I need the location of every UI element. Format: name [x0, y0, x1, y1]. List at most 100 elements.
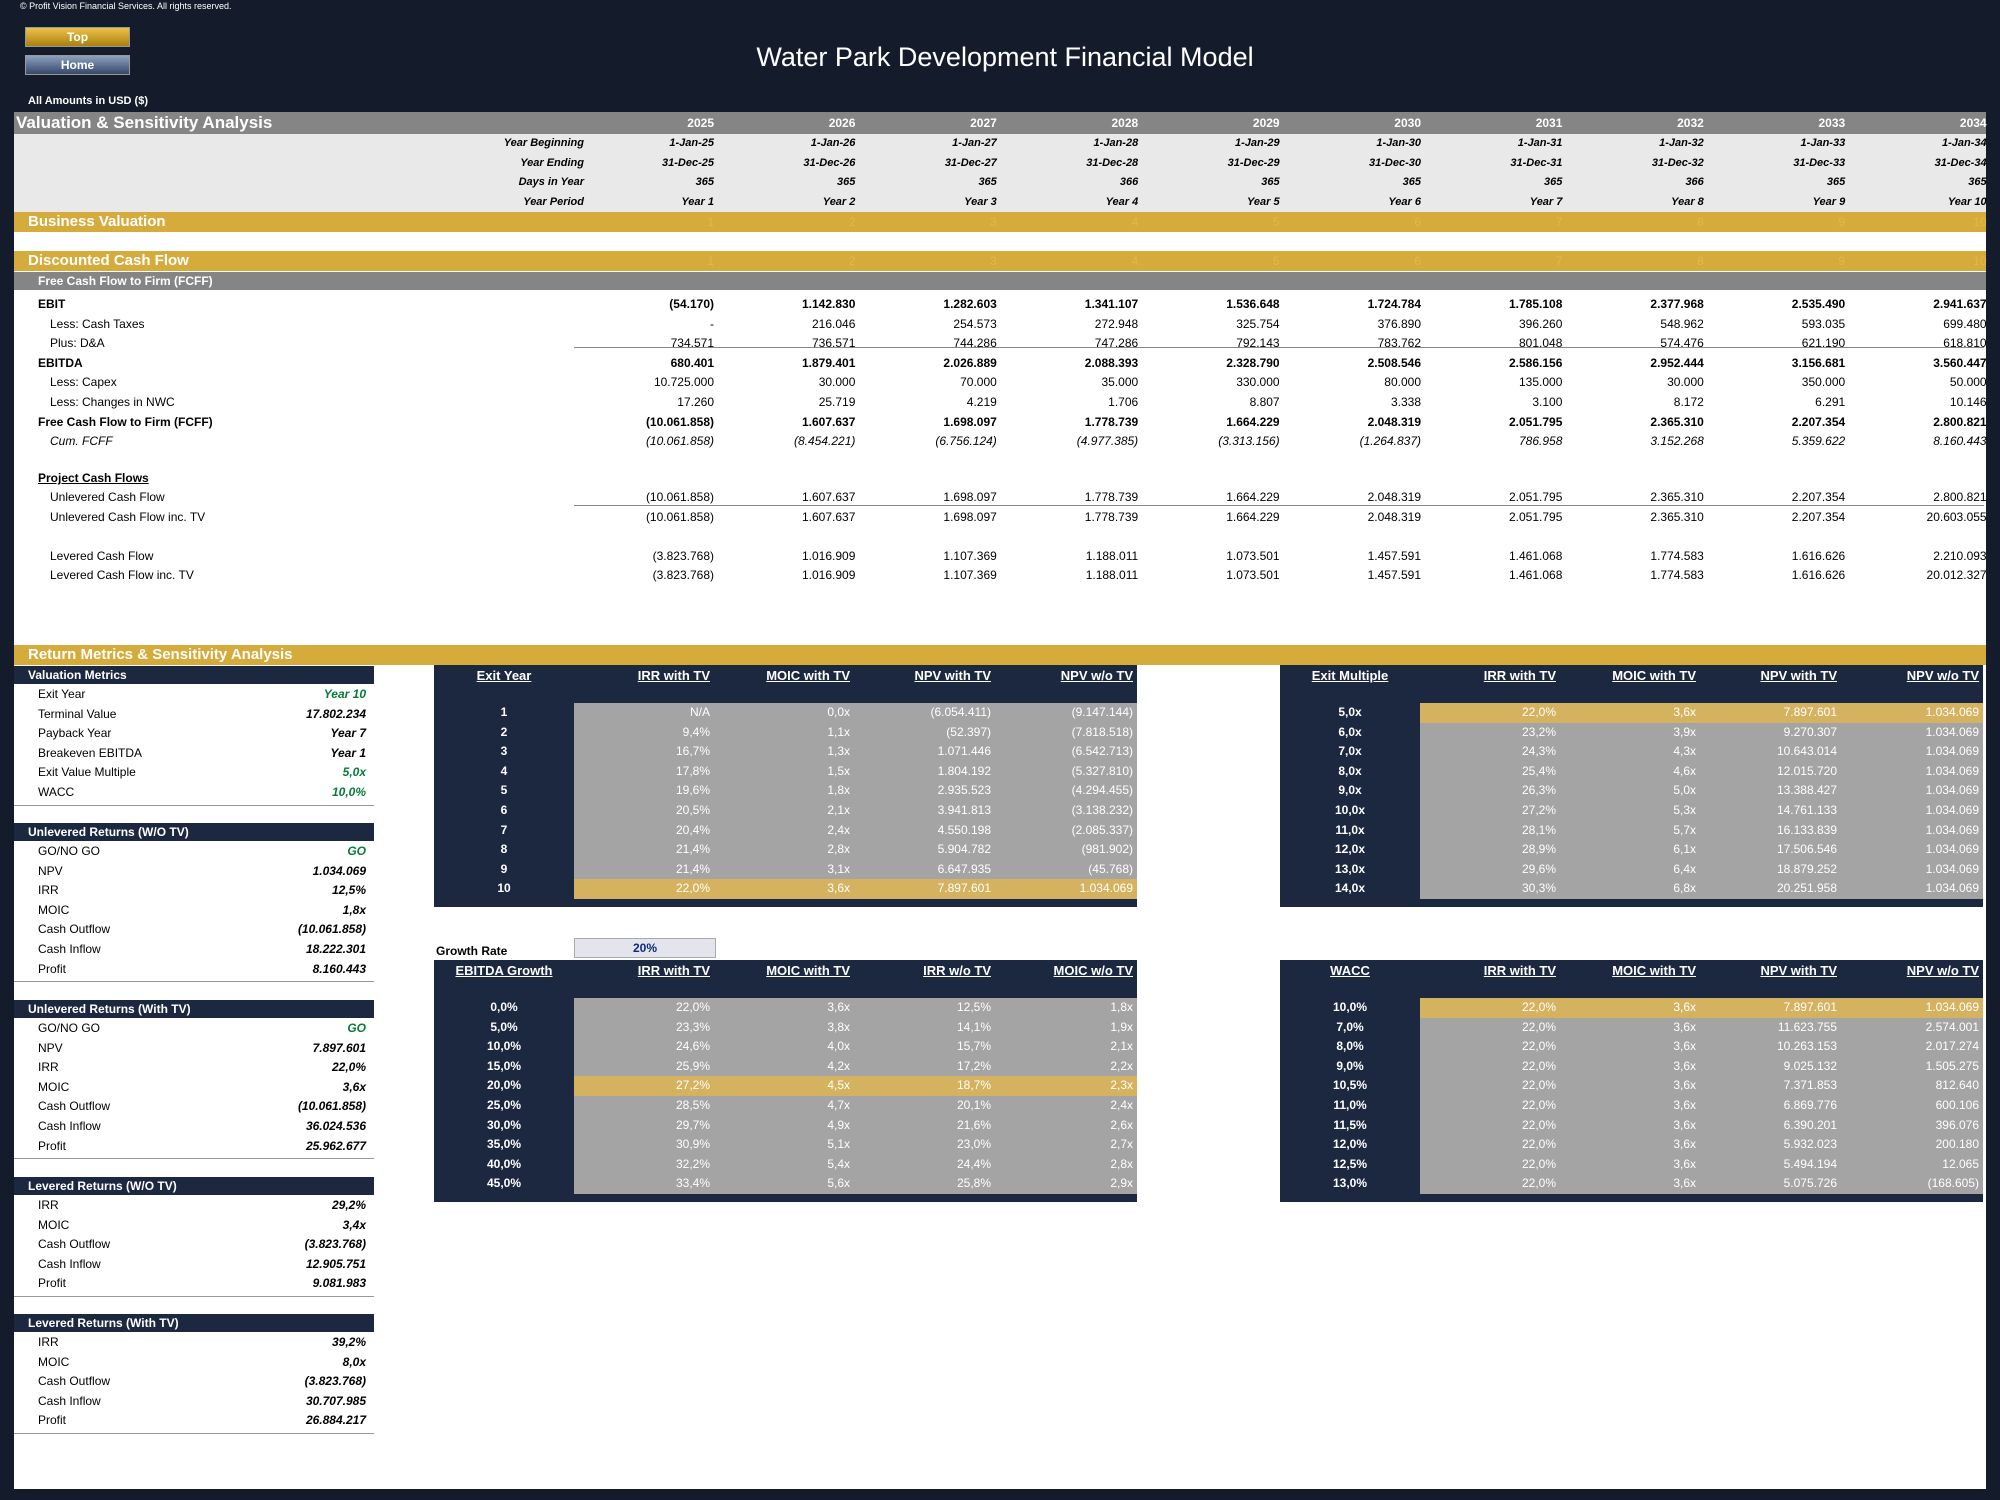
metrics-block-header — [14, 1177, 374, 1195]
exit-year-sensitivity-header: NPV w/o TV — [1060, 668, 1133, 683]
exit-year-sensitivity-cell: (2.085.337) — [1071, 822, 1133, 837]
metric-value: (10.061.858) — [297, 1099, 366, 1114]
ebitda-growth-sensitivity-cell: 4,2x — [827, 1058, 850, 1073]
timeline-value: 365 — [1261, 176, 1280, 188]
wacc-sensitivity-cell: 22,0% — [1521, 1000, 1556, 1014]
ebitda-growth-sensitivity-cell: 4,5x — [827, 1078, 850, 1093]
year-header-2029: 2029 — [1252, 116, 1280, 130]
fcff-cell: 396.260 — [1519, 316, 1563, 331]
exit-multiple-sensitivity-cell: 1.034.069 — [1925, 842, 1979, 857]
exit-multiple-sensitivity-cell: 12,0x — [1334, 842, 1366, 857]
fcff-cell: 1.698.097 — [943, 414, 997, 429]
exit-multiple-sensitivity-cell: 1.034.069 — [1925, 881, 1979, 896]
ebitda-growth-sensitivity-header: MOIC with TV — [766, 963, 850, 978]
wacc-sensitivity-cell: 3,6x — [1673, 1058, 1696, 1073]
ebitda-growth-sensitivity-cell: 45,0% — [486, 1176, 522, 1191]
wacc-sensitivity-cell: 13,0% — [1332, 1176, 1368, 1191]
metric-label: NPV — [38, 863, 63, 878]
exit-year-sensitivity-cell: (4.294.455) — [1071, 783, 1133, 798]
timeline-value: 1-Jan-28 — [1093, 137, 1139, 149]
wacc-sensitivity-cell: 10,0% — [1332, 1000, 1368, 1014]
wacc-sensitivity-cell: 7.897.601 — [1783, 1000, 1837, 1014]
exit-multiple-sensitivity-cell: 7,0x — [1338, 744, 1362, 759]
metric-label: IRR — [38, 883, 59, 898]
cashflow-cell: 1.188.011 — [1085, 549, 1139, 563]
fcff-cell: 2.328.790 — [1226, 355, 1280, 370]
metric-label: Cash Outflow — [38, 1099, 111, 1114]
timeline-value: 1-Jan-25 — [669, 137, 714, 149]
ebitda-growth-sensitivity-cell: 2,8x — [1110, 1156, 1133, 1171]
timeline-value: 1-Jan-33 — [1800, 137, 1846, 149]
exit-year-sensitivity-cell: 10 — [497, 881, 511, 896]
period-number: 8 — [1697, 254, 1704, 268]
timeline-value: Year 5 — [1246, 195, 1280, 208]
exit-year-sensitivity-cell: 17,8% — [675, 763, 710, 778]
ebitda-growth-sensitivity-cell: 5,0% — [490, 1019, 518, 1034]
exit-year-sensitivity-cell: 2,8x — [827, 842, 850, 857]
timeline-value: 365 — [1402, 176, 1421, 188]
fcff-cell: 216.046 — [812, 316, 856, 331]
wacc-sensitivity-cell: 6.390.201 — [1783, 1117, 1837, 1132]
exit-year-sensitivity-cell: 1.071.446 — [937, 744, 991, 759]
exit-year-sensitivity-cell: 8 — [500, 842, 508, 857]
wacc-sensitivity-header: NPV with TV — [1760, 963, 1837, 978]
exit-multiple-sensitivity-cell: 24,3% — [1521, 744, 1556, 759]
wacc-sensitivity-highlight-row — [1420, 998, 1983, 1018]
fcff-cell: 736.571 — [812, 336, 856, 351]
metric-value: 30.707.985 — [305, 1393, 366, 1408]
metric-label: MOIC — [38, 1354, 70, 1369]
exit-multiple-sensitivity-cell: 17.506.546 — [1776, 842, 1837, 857]
exit-multiple-sensitivity-cell: 3,9x — [1673, 724, 1696, 739]
cashflow-cell: 2.210.093 — [1933, 549, 1987, 563]
exit-multiple-sensitivity-cell: 28,9% — [1521, 842, 1556, 857]
exit-year-sensitivity-cell: 4 — [500, 763, 508, 778]
exit-year-sensitivity-cell: 1,1x — [827, 724, 850, 739]
wacc-sensitivity-cell: 3,6x — [1673, 1039, 1696, 1054]
ebitda-growth-sensitivity-cell: 2,3x — [1110, 1078, 1133, 1093]
fcff-header-bar: Free Cash Flow to Firm (FCFF) — [14, 272, 1986, 290]
cashflow-cell: 1.778.739 — [1084, 490, 1139, 504]
fcff-cell: 5.359.622 — [1791, 434, 1846, 449]
ebitda-growth-sensitivity-cell: 2,6x — [1110, 1117, 1133, 1132]
top-button[interactable]: Top — [25, 27, 130, 47]
year-header-2033: 2033 — [1818, 116, 1846, 130]
timeline-value: Year 7 — [1529, 195, 1563, 208]
fcff-cell: 801.048 — [1519, 336, 1563, 351]
wacc-sensitivity-cell: 3,6x — [1673, 1117, 1696, 1132]
section-title: Valuation & Sensitivity Analysis — [16, 113, 273, 132]
growth-rate-input[interactable]: 20% — [574, 938, 716, 958]
wacc-sensitivity-cell: 5.075.726 — [1783, 1176, 1837, 1191]
fcff-cell: 618.810 — [1943, 336, 1987, 351]
metric-value: 7.897.601 — [312, 1040, 366, 1055]
ebitda-growth-sensitivity-cell: 4,7x — [827, 1098, 850, 1112]
cashflow-cell: 1.778.739 — [1084, 510, 1139, 524]
business-valuation-bar: Business Valuation — [14, 212, 1986, 232]
exit-year-sensitivity-cell: (52.397) — [946, 724, 991, 739]
exit-year-sensitivity-cell: 9 — [500, 861, 508, 876]
wacc-sensitivity-cell: 22,0% — [1521, 1058, 1556, 1073]
wacc-sensitivity-cell: 22,0% — [1521, 1019, 1556, 1034]
ebitda-growth-sensitivity-cell: 27,2% — [675, 1078, 710, 1093]
metric-label: Exit Value Multiple — [38, 765, 136, 780]
cashflow-cell: 1.774.583 — [1650, 568, 1704, 582]
fcff-cell: 744.286 — [953, 336, 997, 351]
ebitda-growth-sensitivity-cell: 0,0% — [490, 1000, 518, 1014]
ebitda-growth-sensitivity-header: EBITDA Growth — [455, 963, 553, 978]
metric-value: 39,2% — [331, 1335, 366, 1349]
metric-value: 29,2% — [331, 1198, 366, 1212]
ebitda-growth-sensitivity-cell: 30,9% — [675, 1137, 710, 1152]
timeline-value: Year 4 — [1105, 195, 1139, 208]
exit-multiple-sensitivity-cell: 6,8x — [1673, 881, 1696, 896]
metric-value: Year 1 — [330, 745, 366, 760]
exit-multiple-sensitivity-cell: 9.270.307 — [1783, 724, 1837, 739]
ebitda-growth-sensitivity-cell: 2,4x — [1110, 1098, 1133, 1112]
timeline-value: Year 3 — [964, 195, 997, 208]
exit-multiple-sensitivity-cell: 16.133.839 — [1776, 822, 1837, 837]
exit-multiple-sensitivity-cell: 1.034.069 — [1925, 763, 1979, 778]
year-header-2025: 2025 — [687, 116, 714, 130]
wacc-sensitivity-cell: 2.017.274 — [1925, 1039, 1979, 1054]
cashflow-cell: 2.048.319 — [1367, 510, 1421, 524]
fcff-row-label: Less: Cash Taxes — [50, 316, 145, 331]
fcff-cell: 2.586.156 — [1509, 355, 1563, 370]
home-button[interactable]: Home — [25, 55, 130, 75]
